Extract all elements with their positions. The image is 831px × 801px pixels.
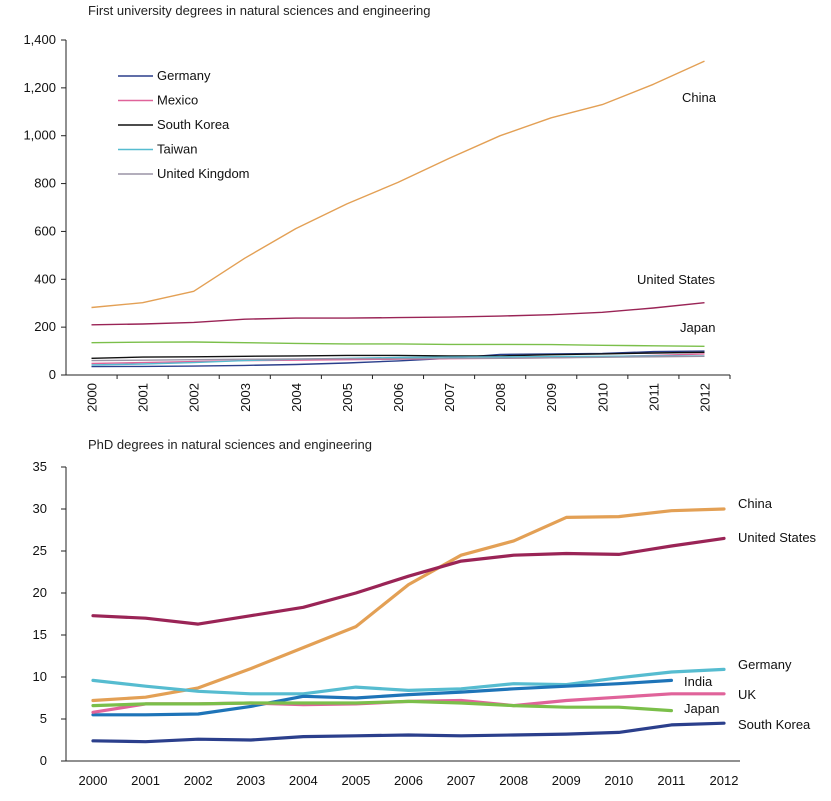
series-line-china xyxy=(91,507,726,703)
series-line-taiwan xyxy=(91,355,705,366)
x-tick-label: 2005 xyxy=(341,773,370,788)
x-tick-label: 2008 xyxy=(499,773,528,788)
x-tick-label: 2004 xyxy=(289,383,304,412)
x-tick-label: 2007 xyxy=(442,383,457,412)
series-label-germany: Germany xyxy=(738,657,792,672)
y-tick-label: 600 xyxy=(34,223,56,238)
y-tick-label: 200 xyxy=(34,319,56,334)
x-tick-label: 2009 xyxy=(552,773,581,788)
x-tick-label: 2000 xyxy=(79,773,108,788)
series-line-india xyxy=(91,678,674,717)
series-line-uk xyxy=(91,692,726,714)
chart-title: PhD degrees in natural sciences and engi… xyxy=(88,437,372,452)
x-tick-label: 2009 xyxy=(544,383,559,412)
series-line-united-states xyxy=(91,536,726,626)
y-tick-label: 1,000 xyxy=(23,128,56,143)
x-tick-label: 2006 xyxy=(394,773,423,788)
x-tick-label: 2000 xyxy=(85,383,100,412)
legend-label-united-kingdom: United Kingdom xyxy=(157,166,250,181)
series-line-japan xyxy=(91,341,705,347)
x-tick-label: 2012 xyxy=(710,773,739,788)
series-label-united-states: United States xyxy=(637,272,716,287)
y-tick-label: 30 xyxy=(33,501,47,516)
series-line-united-states xyxy=(91,302,705,326)
x-tick-label: 2011 xyxy=(646,383,661,411)
x-tick-label: 2010 xyxy=(595,383,610,412)
series-label-china: China xyxy=(738,496,773,511)
x-tick-label: 2004 xyxy=(289,773,318,788)
x-tick-label: 2002 xyxy=(187,383,202,412)
x-tick-label: 2006 xyxy=(391,383,406,412)
x-tick-label: 2005 xyxy=(340,383,355,412)
series-line-china xyxy=(91,60,705,309)
x-tick-label: 2001 xyxy=(131,773,160,788)
x-tick-label: 2003 xyxy=(236,773,265,788)
series-label-united-states: United States xyxy=(738,530,817,545)
x-tick-label: 2003 xyxy=(238,383,253,412)
y-tick-label: 0 xyxy=(49,367,56,382)
y-tick-label: 0 xyxy=(40,753,47,768)
series-line-united-kingdom xyxy=(91,355,705,362)
y-tick-label: 20 xyxy=(33,585,47,600)
legend: Germany Mexico South Korea Taiwan United Kin… xyxy=(118,68,250,181)
series-label-japan: Japan xyxy=(684,701,719,716)
y-tick-label: 800 xyxy=(34,176,56,191)
x-tick-label: 2011 xyxy=(657,773,685,788)
legend-label-south-korea: South Korea xyxy=(157,117,230,132)
legend-label-germany: Germany xyxy=(157,68,211,83)
y-tick-label: 5 xyxy=(40,711,47,726)
y-tick-label: 25 xyxy=(33,543,47,558)
x-tick-label: 2010 xyxy=(604,773,633,788)
y-tick-label: 15 xyxy=(33,627,47,642)
series-label-south-korea: South Korea xyxy=(738,717,811,732)
chart-first-degrees: First university degrees in natural scie… xyxy=(23,3,731,412)
series-line-south-korea xyxy=(91,721,726,744)
series-label-india: India xyxy=(684,674,713,689)
series-line-germany xyxy=(91,667,726,696)
legend-label-taiwan: Taiwan xyxy=(157,142,197,157)
y-tick-label: 35 xyxy=(33,459,47,474)
chart-title: First university degrees in natural scie… xyxy=(88,3,431,18)
y-tick-label: 400 xyxy=(34,271,56,286)
y-tick-label: 1,400 xyxy=(23,32,56,47)
x-tick-label: 2001 xyxy=(136,383,151,412)
y-tick-label: 1,200 xyxy=(23,80,56,95)
series-line-japan xyxy=(91,699,674,713)
series-label-japan: Japan xyxy=(680,320,715,335)
legend-label-mexico: Mexico xyxy=(157,93,198,108)
x-tick-label: 2012 xyxy=(697,383,712,412)
x-tick-label: 2008 xyxy=(493,383,508,412)
y-tick-label: 10 xyxy=(33,669,47,684)
series-label-uk: UK xyxy=(738,687,756,702)
series-line-south-korea xyxy=(91,351,705,359)
x-tick-label: 2007 xyxy=(447,773,476,788)
x-tick-label: 2002 xyxy=(184,773,213,788)
series-label-china: China xyxy=(682,90,717,105)
